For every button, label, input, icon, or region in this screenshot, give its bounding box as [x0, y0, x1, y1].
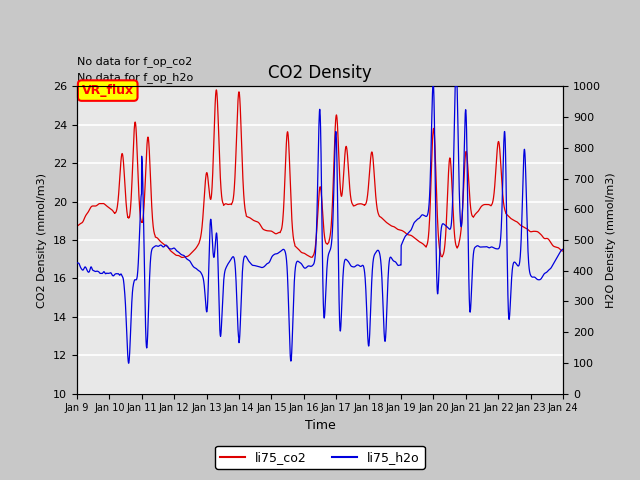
X-axis label: Time: Time [305, 419, 335, 432]
Legend: li75_co2, li75_h2o: li75_co2, li75_h2o [215, 446, 425, 469]
Text: VR_flux: VR_flux [82, 84, 134, 97]
Text: No data for f_op_co2: No data for f_op_co2 [77, 56, 192, 67]
Y-axis label: CO2 Density (mmol/m3): CO2 Density (mmol/m3) [37, 172, 47, 308]
Title: CO2 Density: CO2 Density [268, 64, 372, 82]
Y-axis label: H2O Density (mmol/m3): H2O Density (mmol/m3) [607, 172, 616, 308]
Text: No data for f_op_h2o: No data for f_op_h2o [77, 72, 193, 84]
